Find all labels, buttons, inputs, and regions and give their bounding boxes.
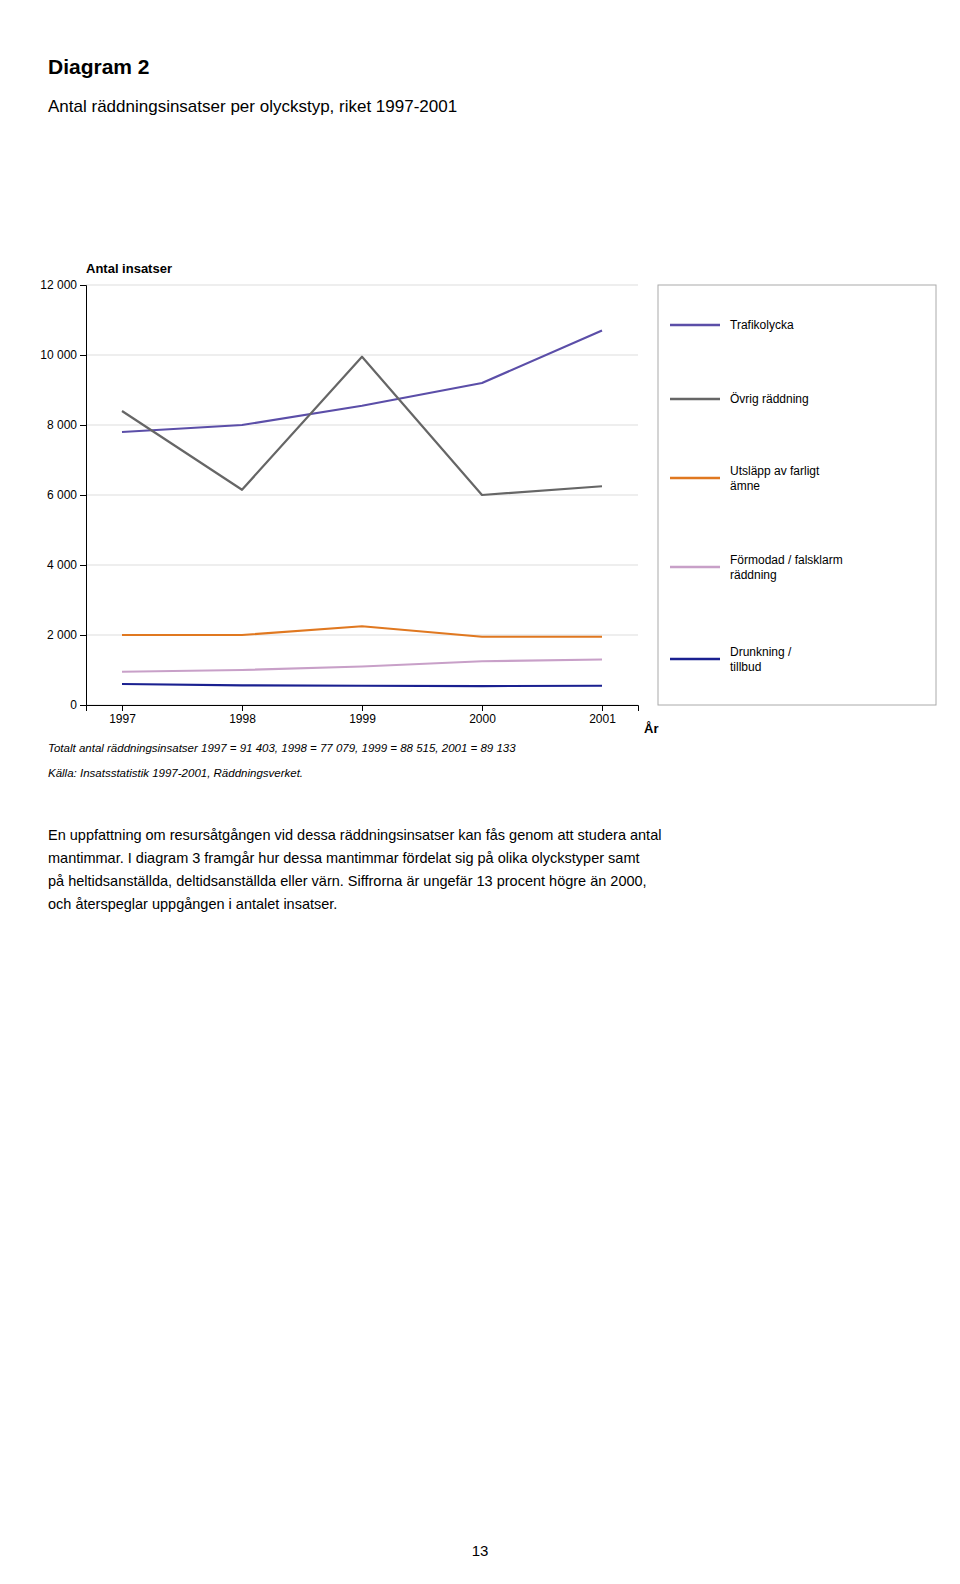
legend-entry: Förmodad / falsklarmräddning <box>670 553 843 582</box>
tick-label: 1998 <box>229 712 256 726</box>
caption: Källa: Insatsstatistik 1997-2001, Räddni… <box>48 767 303 779</box>
legend: Trafikolycka Övrig räddning Utsläpp av far… <box>658 285 936 705</box>
legend-entry: Utsläpp av farligtämne <box>670 464 820 493</box>
tick: 1998 <box>229 705 256 726</box>
body-text: En uppfattning om resursåtgången vid des… <box>48 827 661 843</box>
legend-label: Drunkning /tillbud <box>730 645 792 674</box>
tick-label: 2001 <box>589 712 616 726</box>
tick: 2000 <box>469 705 496 726</box>
axis-line <box>87 706 639 712</box>
title: Diagram 2 <box>48 55 150 78</box>
lines <box>122 331 602 687</box>
tick: 12 000 <box>40 278 86 292</box>
tick: 8 000 <box>47 418 86 432</box>
tick-mark <box>80 565 86 566</box>
tick: 2 000 <box>47 628 86 642</box>
legend-entry: Drunkning /tillbud <box>670 645 792 674</box>
tick-mark <box>80 285 86 286</box>
x-axis: 1997 1998 1999 2000 2001 <box>87 705 639 726</box>
tick: 2001 <box>589 705 616 726</box>
tick-mark <box>122 705 123 711</box>
legend-entry: Övrig räddning <box>670 392 809 406</box>
legend-label: Utsläpp av farligtämne <box>730 464 820 493</box>
body-text: och återspeglar uppgången i antalet insa… <box>48 896 337 912</box>
tick-label: 0 <box>70 698 77 712</box>
body-text: mantimmar. I diagram 3 framgår hur dessa… <box>48 850 640 866</box>
grid-line <box>86 285 638 286</box>
tick-mark <box>80 495 86 496</box>
tick-label: 2000 <box>469 712 496 726</box>
background <box>0 0 960 1584</box>
legend-swatch <box>670 658 720 661</box>
grid-line <box>86 355 638 356</box>
tick: 4 000 <box>47 558 86 572</box>
tick: 1997 <box>109 705 136 726</box>
page: Diagram 2 Antal räddningsinsatser per oly… <box>0 0 960 1584</box>
tick-label: 6 000 <box>47 488 77 502</box>
legend-entry: Trafikolycka <box>670 318 794 332</box>
y-axis-title: Antal insatser <box>86 261 172 276</box>
caption: Totalt antal räddningsinsatser 1997 = 91… <box>48 742 516 754</box>
legend-label: Trafikolycka <box>730 318 794 332</box>
grid-line <box>86 495 638 496</box>
legend-label: Övrig räddning <box>730 392 809 406</box>
y-axis: 0 2 000 4 000 6 000 8 000 10 000 12 000 <box>40 278 86 712</box>
tick-mark <box>602 705 603 711</box>
tick: 6 000 <box>47 488 86 502</box>
page-number: 13 <box>472 1542 489 1559</box>
subtitle: Antal räddningsinsatser per olyckstyp, r… <box>48 97 457 116</box>
tick-label: 1999 <box>349 712 376 726</box>
grid <box>86 285 638 705</box>
grid-line <box>86 565 638 566</box>
legend-label: Förmodad / falsklarmräddning <box>730 553 843 582</box>
series-line <box>122 357 602 495</box>
x-axis-title: År <box>644 721 658 736</box>
tick-mark <box>80 635 86 636</box>
grid-line <box>86 425 638 426</box>
axis-line <box>80 286 87 706</box>
tick-label: 2 000 <box>47 628 77 642</box>
tick-mark <box>362 705 363 711</box>
tick-mark <box>80 355 86 356</box>
tick-mark <box>242 705 243 711</box>
tick-label: 10 000 <box>40 348 77 362</box>
tick: 1999 <box>349 705 376 726</box>
legend-swatch <box>670 566 720 569</box>
tick: 10 000 <box>40 348 86 362</box>
tick-label: 12 000 <box>40 278 77 292</box>
series-line <box>122 684 602 686</box>
series-line <box>122 331 602 433</box>
tick: 0 <box>70 698 86 712</box>
tick-mark <box>80 425 86 426</box>
tick-mark <box>80 705 86 706</box>
tick-mark <box>482 705 483 711</box>
tick-label: 8 000 <box>47 418 77 432</box>
series-line <box>122 626 602 637</box>
legend-box <box>658 285 936 705</box>
tick-label: 1997 <box>109 712 136 726</box>
series-line <box>122 660 602 672</box>
tick-label: 4 000 <box>47 558 77 572</box>
legend-swatch <box>670 398 720 401</box>
legend-swatch <box>670 477 720 480</box>
legend-swatch <box>670 324 720 327</box>
body-text: på heltidsanställda, deltidsanställda el… <box>48 873 647 889</box>
